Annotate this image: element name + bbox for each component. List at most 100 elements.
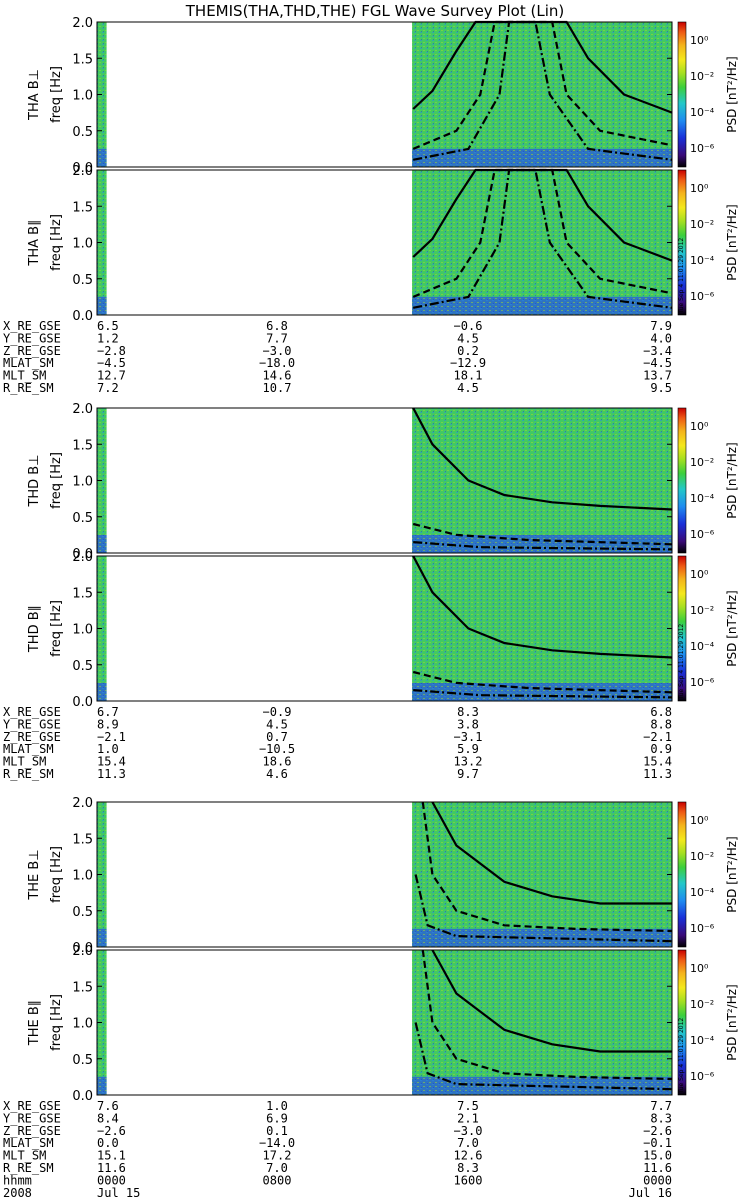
curve-dashed — [421, 949, 673, 1081]
ephemeris-row-label: R_RE_SM — [3, 767, 54, 781]
ephemeris-value: −2.8 — [97, 344, 126, 358]
ephemeris-value: 4.5 — [457, 331, 479, 345]
ephemeris-value: 9.5 — [650, 381, 672, 395]
colorbar: 10⁰ 10⁻² 10⁻⁴ 10⁻⁶ PSD [nT²/Hz] Tue Sep 4 11:… — [677, 169, 739, 316]
colorbar-label: PSD [nT²/Hz] — [725, 204, 739, 280]
y-tick-label: 2.0 — [72, 16, 93, 31]
y-tick-label: 1.0 — [72, 1017, 93, 1032]
ephemeris-row-label: Y_RE_GSE — [3, 1111, 61, 1125]
spectrogram-panel: 0.0 0.5 1.0 1.5 2.0 THD B∥ freq [Hz] 10⁰ 10⁻² 10⁻… — [27, 550, 739, 710]
ephemeris-value: 2.1 — [457, 1111, 479, 1125]
colorbar-tick-label: 10⁰ — [690, 568, 709, 581]
colorbar-tick-label: 10⁻⁴ — [690, 640, 715, 653]
colorbar-label: PSD [nT²/Hz] — [725, 442, 739, 518]
time-tick-label: 0800 — [263, 1173, 292, 1187]
y-tick-label: 0.5 — [72, 905, 93, 920]
y-tick-label: 1.0 — [72, 89, 93, 104]
ephemeris-value: 7.7 — [650, 1099, 672, 1113]
colorbar-tick-label: 10⁰ — [690, 182, 709, 195]
y-tick-label: 0.0 — [72, 309, 93, 324]
ephemeris-value: 0.0 — [97, 1136, 119, 1150]
spectrum-texture — [412, 950, 672, 1095]
ephemeris-row-label: Z_RE_GSE — [3, 344, 61, 358]
ephemeris-value: 3.8 — [457, 717, 479, 731]
ephemeris-value: 8.4 — [97, 1111, 119, 1125]
ephemeris-value: 7.5 — [457, 1099, 479, 1113]
timestamp-stamp: Tue Sep 4 11:01:29 2012 — [678, 624, 685, 700]
ephemeris-value: 17.2 — [263, 1149, 292, 1163]
date-tick-label: Jul 15 — [97, 1186, 140, 1200]
spectrogram-panel: 0.0 0.5 1.0 1.5 2.0 THE B⊥ freq [Hz] 10⁰ 10⁻² 10⁻… — [27, 796, 739, 956]
spectrum-block — [412, 22, 672, 167]
ephemeris-value: −0.6 — [454, 319, 483, 333]
ephemeris-value: −14.0 — [259, 1136, 295, 1150]
colorbar: 10⁰ 10⁻² 10⁻⁴ 10⁻⁶ PSD [nT²/Hz] — [677, 407, 739, 554]
probe-thd: 0.0 0.5 1.0 1.5 2.0 THD B⊥ freq [Hz] 10⁰ 10⁻² 10⁻… — [3, 402, 739, 781]
curve-dashed — [412, 670, 673, 694]
y-tick-label: 1.5 — [72, 438, 93, 453]
colorbar-tick-label: 10⁻⁴ — [690, 886, 715, 899]
ephemeris-row-label: R_RE_SM — [3, 381, 54, 395]
ephemeris-value: 10.7 — [263, 381, 292, 395]
ephemeris-row-label: MLT_SM — [3, 369, 46, 383]
ephemeris-value: −10.5 — [259, 742, 295, 756]
spectrum-block — [412, 556, 672, 701]
spectrogram-panel: 0.0 0.5 1.0 1.5 2.0 THE B∥ freq [Hz] 10⁰ 10⁻² 10⁻… — [27, 944, 739, 1104]
curve-dashed — [421, 801, 673, 933]
y-tick-label: 1.5 — [72, 586, 93, 601]
y-tick-label: 2.0 — [72, 796, 93, 811]
spectrum-block — [412, 408, 672, 553]
colorbar-scale — [677, 801, 687, 948]
time-tick-label: 0000 — [643, 1173, 672, 1187]
ephemeris-value: 8.3 — [457, 1161, 479, 1175]
ephemeris-row-label: X_RE_GSE — [3, 705, 61, 719]
ephemeris-value: 18.6 — [263, 755, 292, 769]
colorbar-tick-label: 10⁻² — [690, 70, 714, 83]
ephemeris-value: 8.3 — [457, 705, 479, 719]
time-tick-label: 1600 — [454, 1173, 483, 1187]
ephemeris-value: 8.9 — [97, 717, 119, 731]
colorbar-tick-label: 10⁻² — [690, 998, 714, 1011]
colorbar-tick-label: 10⁻² — [690, 850, 714, 863]
time-row-label: hhmm — [3, 1173, 32, 1187]
colorbar-tick-label: 10⁰ — [690, 34, 709, 47]
timestamp-stamp: Tue Sep 4 11:01:29 2012 — [678, 1018, 685, 1094]
ephemeris-value: 13.7 — [643, 369, 672, 383]
spectrogram-panel: 0.0 0.5 1.0 1.5 2.0 THA B∥ freq [Hz] 10⁰ 10⁻² 10⁻… — [27, 164, 739, 324]
spectrum-block — [412, 170, 672, 315]
y-tick-label: 1.0 — [72, 623, 93, 638]
ephemeris-value: 6.5 — [97, 319, 119, 333]
year-label: 2008 — [3, 1186, 32, 1200]
panel-ylabel: THA B⊥ — [27, 69, 42, 121]
y-tick-label: 0.0 — [72, 941, 93, 956]
spectrum-texture — [412, 408, 672, 553]
ephemeris-value: 8.8 — [650, 717, 672, 731]
ephemeris-row-label: Y_RE_GSE — [3, 717, 61, 731]
colorbar-scale — [677, 555, 687, 702]
colorbar-tick-label: 10⁻⁶ — [690, 528, 715, 541]
curve-dotdash — [413, 689, 673, 699]
ephemeris-value: 1.2 — [97, 331, 119, 345]
colorbar-tick-label: 10⁻² — [690, 456, 714, 469]
ephemeris-value: 11.3 — [97, 767, 126, 781]
panel-ylabel: THE B∥ — [27, 1000, 42, 1046]
ephemeris-value: 7.7 — [266, 331, 288, 345]
ephemeris-value: 7.0 — [457, 1136, 479, 1150]
ephemeris-value: 0.9 — [650, 742, 672, 756]
ephemeris-value: 15.4 — [643, 755, 672, 769]
y-tick-label: 1.0 — [72, 869, 93, 884]
y-tick-label: 0.0 — [72, 161, 93, 176]
colorbar-tick-label: 10⁻² — [690, 604, 714, 617]
ephemeris-value: 15.0 — [643, 1149, 672, 1163]
ephemeris-value: 6.8 — [650, 705, 672, 719]
y-tick-label: 0.5 — [72, 273, 93, 288]
ephemeris-row-label: R_RE_SM — [3, 1161, 54, 1175]
y-tick-label: 2.0 — [72, 402, 93, 417]
ephemeris-value: −2.1 — [97, 730, 126, 744]
ephemeris-value: 5.9 — [457, 742, 479, 756]
colorbar-tick-label: 10⁻⁶ — [690, 290, 715, 303]
ephemeris-value: 6.9 — [266, 1111, 288, 1125]
ephemeris-row-label: MLT_SM — [3, 755, 46, 769]
curve-solid — [412, 407, 673, 511]
